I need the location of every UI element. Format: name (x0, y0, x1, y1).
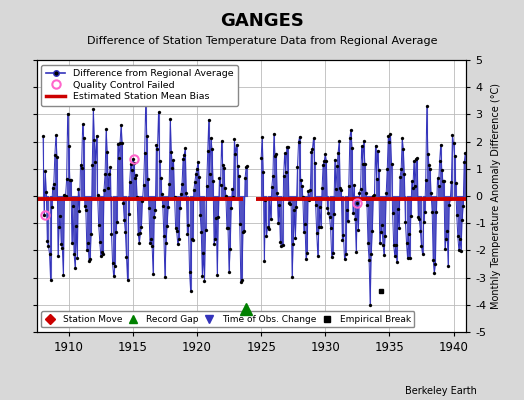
Text: GANGES: GANGES (220, 12, 304, 30)
Text: Difference of Station Temperature Data from Regional Average: Difference of Station Temperature Data f… (87, 36, 437, 46)
Y-axis label: Monthly Temperature Anomaly Difference (°C): Monthly Temperature Anomaly Difference (… (490, 83, 500, 309)
Text: Berkeley Earth: Berkeley Earth (405, 386, 477, 396)
Legend: Station Move, Record Gap, Time of Obs. Change, Empirical Break: Station Move, Record Gap, Time of Obs. C… (41, 311, 414, 328)
